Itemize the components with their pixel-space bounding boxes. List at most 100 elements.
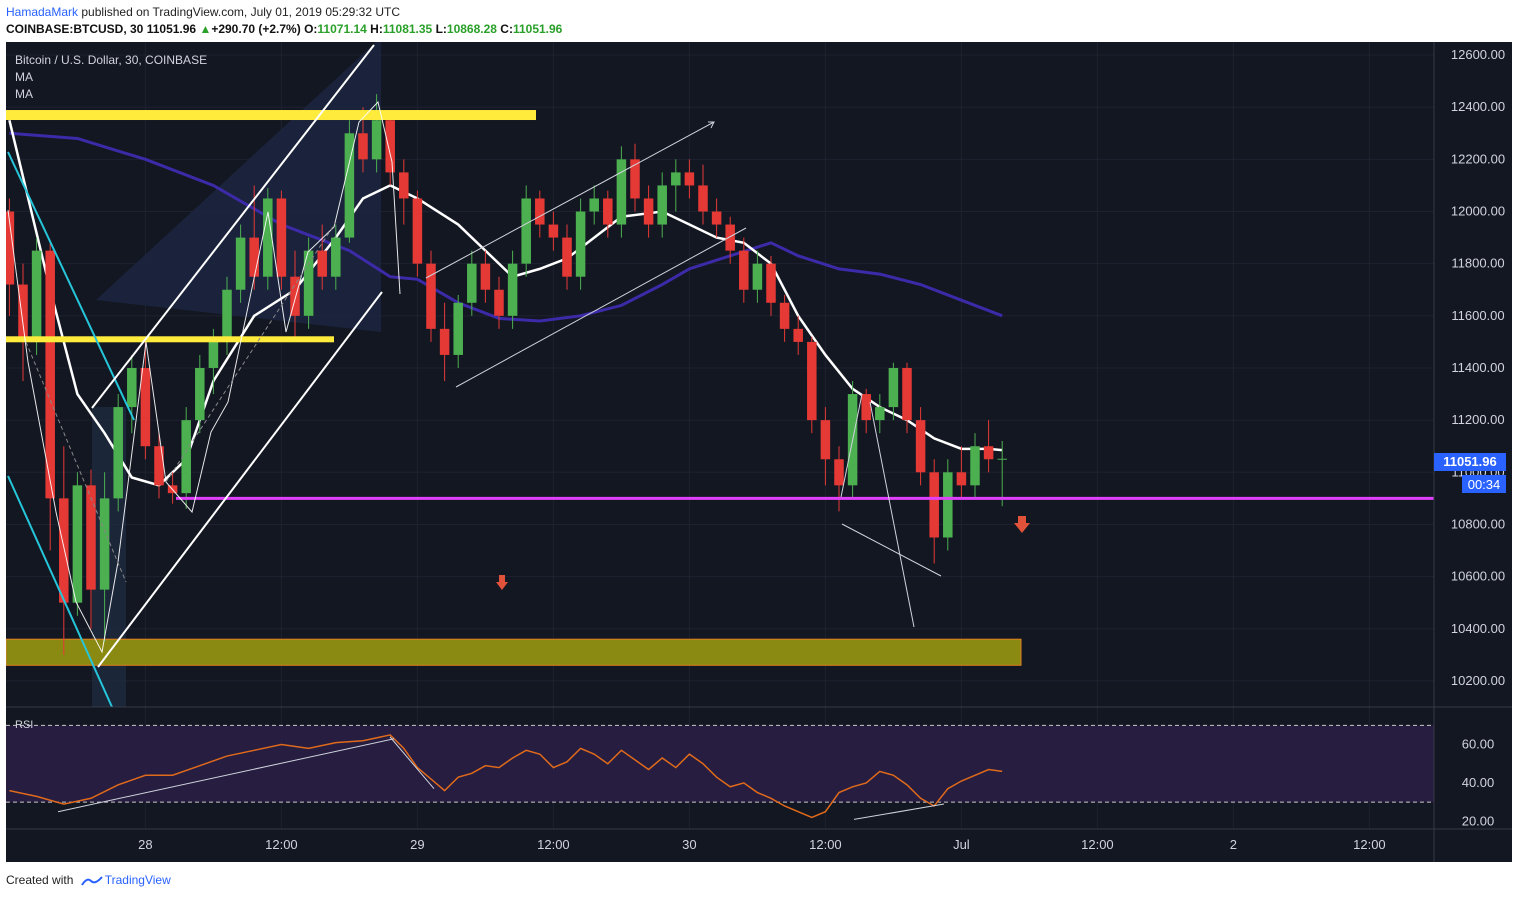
chart-grid [6,42,1434,829]
rsi-tick-label: 60.00 [1462,737,1495,752]
price-tick-label: 12200.00 [1451,151,1505,166]
chart-title: Bitcoin / U.S. Dollar, 30, COINBASE [15,53,207,67]
candle-body [344,133,355,238]
candle-body [59,498,69,603]
candle-body [467,263,477,303]
candle-body [807,341,817,421]
candle-body [99,498,110,590]
cyan-trendline-1 [7,151,135,421]
arrow-low-3 [840,393,863,498]
candle-body [86,485,96,590]
price-tick-label: 10600.00 [1451,569,1505,584]
price-tag-value: 11051.96 [1443,454,1497,469]
channel-lower [97,291,383,668]
countdown-value: 00:34 [1468,477,1501,492]
candle-body [711,211,722,225]
candle-body [970,446,980,486]
ma-slow-line [9,131,1003,323]
candle-body [630,159,640,199]
candle-body [902,367,912,421]
change-value: +290.70 (+2.7%) [211,22,301,36]
high-value: 11081.35 [382,22,433,36]
candle-body [154,446,164,486]
rsi-divergence-line-2 [389,736,435,790]
price-tick-label: 11400.00 [1451,360,1504,375]
tradingview-logo-icon [80,876,103,886]
arrow-channel-lower [455,227,747,388]
candle-body [181,420,191,494]
author-link[interactable]: HamadaMark [6,5,79,19]
resistance-level-mid [6,336,334,343]
time-tick-label: 29 [410,837,424,852]
candle-body [956,472,967,486]
candle-body [575,211,586,277]
time-tick-label: 30 [682,837,696,852]
dashed-line-1 [25,341,127,583]
price-tick-label: 12000.00 [1451,204,1505,219]
candle-body [453,302,463,355]
publish-line: HamadaMark published on TradingView.com,… [6,5,400,19]
candle-body [31,250,42,342]
candle-body [997,458,1007,460]
candle-body [752,263,763,290]
candle-body [412,198,423,264]
candle-body [684,172,695,186]
axes: 12600.00 12400.00 12200.00 12000.00 11800.00… [6,42,1512,862]
up-arrow-icon: ▲ [199,22,212,36]
candle-body [603,198,613,225]
rsi-divergence-line-3 [853,803,945,820]
close-label: C: [500,22,513,36]
rsi-legend[interactable]: RSI [15,719,33,731]
candle-body [739,250,749,290]
high-label: H: [370,22,383,36]
tradingview-link[interactable]: TradingView [104,873,171,887]
time-tick-label: 2 [1230,837,1237,852]
time-tick-label: 28 [138,837,152,852]
rsi-tick-label: 40.00 [1462,775,1495,790]
candle-body [820,420,831,460]
low-label: L: [435,22,447,36]
candle-body [535,198,545,225]
candle-body [725,224,735,251]
candle-body [276,198,287,277]
candle-body [589,198,599,212]
sell-arrow-icon-2 [1014,516,1030,533]
candle-body [521,198,531,264]
arrowhead-1 [708,121,715,129]
price-chart[interactable]: 12600.00 12400.00 12200.00 12000.00 11800.00… [6,42,1512,862]
ma-legend-2[interactable]: MA [15,87,33,101]
candle-body [195,367,205,421]
price-tick-label: 12400.00 [1451,99,1505,114]
arrow-low-1 [841,523,942,577]
candle-body [915,420,926,473]
candle-body [399,172,409,199]
candle-body [779,302,790,329]
price-tick-label: 11600.00 [1451,308,1504,323]
rsi-line [9,734,1003,819]
low-value: 10868.28 [446,22,497,36]
price-tick-label: 10800.00 [1451,516,1505,531]
candle-body [671,172,681,186]
candle-body [235,237,246,290]
candle-body [222,289,232,342]
price-tick-label: 12600.00 [1451,47,1505,62]
candle-body [303,250,314,316]
rsi-tick-label: 20.00 [1462,813,1495,828]
channel-upper [91,44,375,409]
candle-body [480,263,491,290]
last-price: 11051.96 [146,22,197,36]
last-price-tag: 11051.96 00:34 [1434,453,1506,493]
time-tick-label: 12:00 [1081,837,1114,852]
ma-legend-1[interactable]: MA [15,70,33,84]
candle-body [317,250,327,277]
levels [6,110,1434,500]
symbol-label: COINBASE:BTCUSD, 30 [6,22,144,36]
created-with-label: Created with [6,873,74,887]
candle-body [371,120,382,160]
candle-body [983,446,994,460]
time-tick-label: 12:00 [809,837,842,852]
price-tick-label: 11200.00 [1451,412,1504,427]
candle-body [45,250,55,499]
candle-body [426,263,436,329]
candle-body [861,394,871,421]
